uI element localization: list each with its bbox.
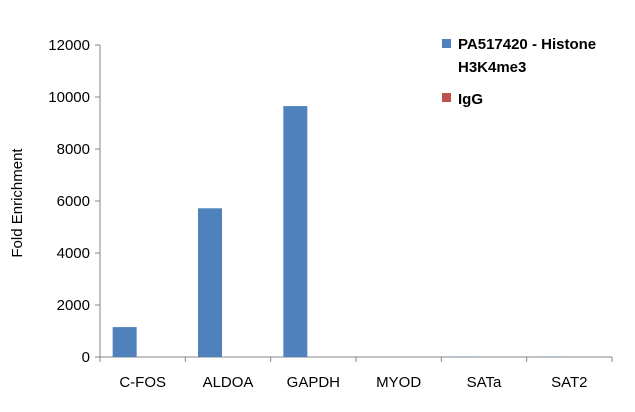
y-tick-label: 4000: [57, 245, 90, 262]
plot-area: 0 2000 4000 6000 8000 10000 12000 C-FOS ALDOA GAP…: [48, 37, 613, 391]
bar-histone-aldoa: [198, 208, 222, 357]
x-tick-label: ALDOA: [203, 374, 254, 391]
legend-label-histone-line2: H3K4me3: [458, 59, 526, 76]
y-tick-label: 8000: [57, 141, 90, 158]
legend-swatch-histone: [442, 39, 451, 48]
y-tick-label: 6000: [57, 193, 90, 210]
x-tick-label: GAPDH: [287, 374, 340, 391]
legend-label-histone-line1: PA517420 - Histone: [458, 36, 596, 53]
y-tick-label: 2000: [57, 297, 90, 314]
y-axis-title: Fold Enrichment: [9, 148, 26, 258]
x-tick-label: SATa: [467, 374, 502, 391]
legend: PA517420 - Histone H3K4me3 IgG: [442, 36, 596, 108]
y-tick-label: 10000: [48, 89, 90, 106]
bar-histone-gapdh: [283, 106, 308, 357]
legend-label-igg: IgG: [458, 91, 483, 108]
y-tick-label: 0: [82, 349, 90, 366]
x-tick-label: C-FOS: [119, 374, 166, 391]
y-tick-label: 12000: [48, 37, 90, 54]
legend-swatch-igg: [442, 93, 451, 102]
x-tick-label: SAT2: [551, 374, 587, 391]
x-tick-label: MYOD: [376, 374, 421, 391]
bar-histone-c-fos: [112, 327, 137, 357]
